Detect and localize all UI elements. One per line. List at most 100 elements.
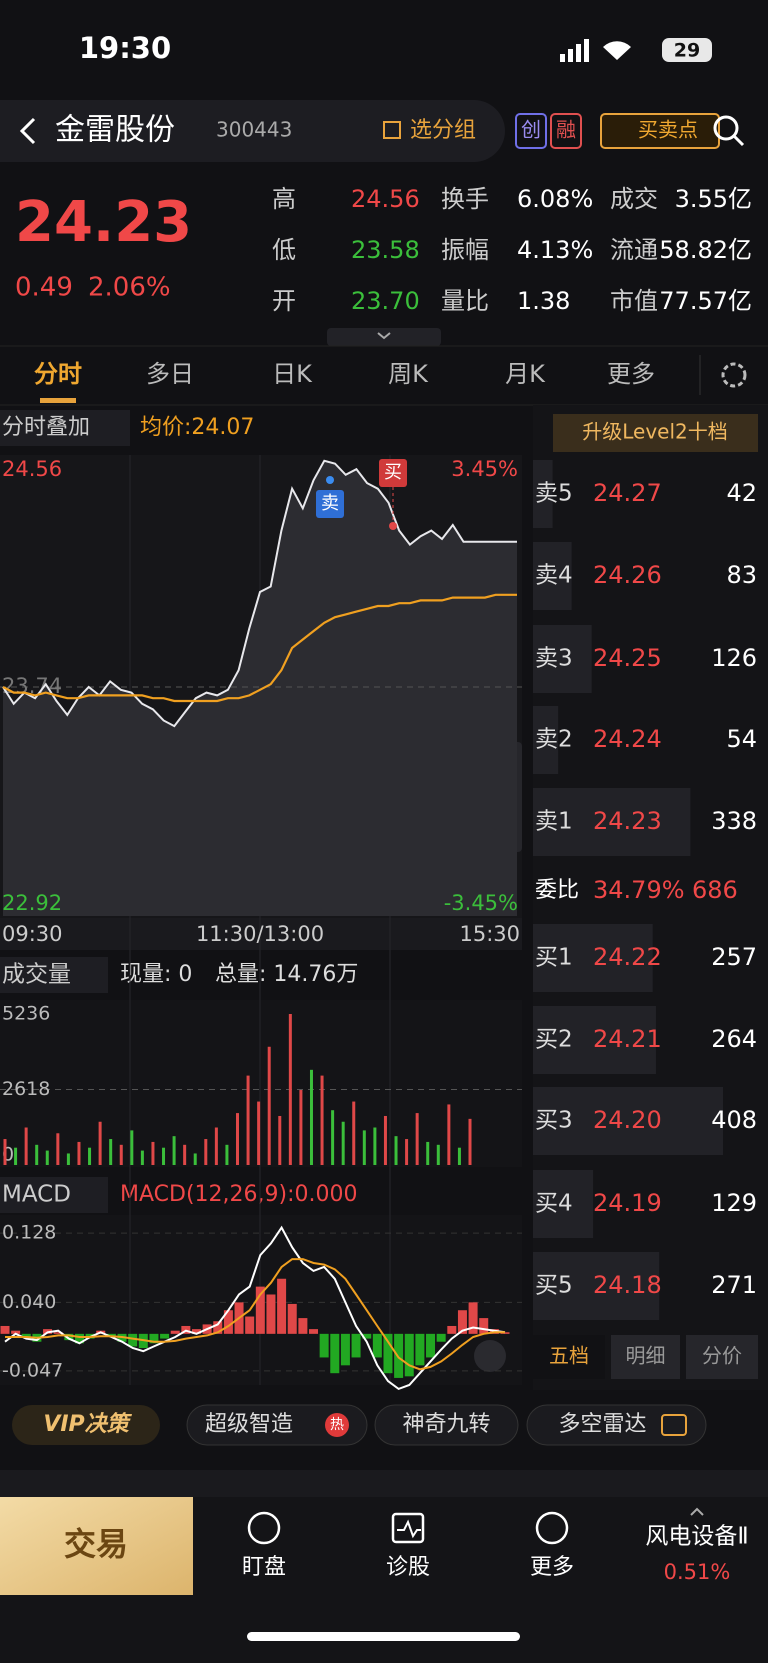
- macd-bar: [468, 1302, 478, 1334]
- badge: 创: [521, 118, 541, 142]
- macd-bar: [340, 1333, 350, 1366]
- back-button[interactable]: [19, 117, 36, 145]
- overlay-button[interactable]: 分时叠加: [2, 415, 90, 440]
- macd-bar: [53, 1332, 63, 1334]
- nav-item[interactable]: 更多: [530, 1555, 574, 1580]
- nav-item[interactable]: 诊股: [386, 1555, 430, 1580]
- volume-bar: [193, 1153, 197, 1165]
- tool-button[interactable]: 超级智造: [205, 1412, 293, 1437]
- dif-line: [4, 1225, 506, 1391]
- stat-label: 高: [272, 185, 296, 213]
- macd-bar: [277, 1278, 287, 1334]
- detail-tab-box[interactable]: [686, 1335, 758, 1379]
- volume-menu-box[interactable]: [0, 957, 108, 993]
- level-volume: 271: [711, 1271, 757, 1299]
- tab-underline: [40, 398, 76, 403]
- stat-value: 23.58: [351, 236, 420, 264]
- overlay-button-box[interactable]: [0, 410, 130, 446]
- detail-tab[interactable]: 分价: [702, 1344, 742, 1368]
- detail-tab-box[interactable]: [611, 1335, 680, 1379]
- trade-button[interactable]: 交易: [64, 1525, 128, 1563]
- ticker-strip: [0, 1470, 768, 1497]
- volume-bar: [331, 1110, 335, 1165]
- detail-tab-box[interactable]: [533, 1335, 605, 1379]
- level-label: 卖5: [535, 481, 573, 507]
- level2-button[interactable]: 升级Level2十档: [582, 420, 728, 444]
- sector-expand: [690, 1507, 704, 1516]
- stat-label: 换手: [441, 185, 489, 213]
- volume-bar: [183, 1144, 187, 1165]
- depth-bar: [533, 1170, 594, 1238]
- tool-button-box[interactable]: [526, 1404, 707, 1446]
- volume-bar: [236, 1113, 239, 1165]
- tool-button[interactable]: 多空雷达: [558, 1412, 646, 1437]
- stat-value: 58.82亿: [659, 236, 752, 264]
- period-tab[interactable]: 多日: [146, 360, 194, 388]
- volume-bar: [309, 1069, 313, 1165]
- price-change-pct: 2.06%: [88, 273, 171, 303]
- group-icon: [383, 121, 401, 139]
- depth-bar: [533, 788, 691, 856]
- volume-title[interactable]: 成交量: [2, 962, 71, 988]
- period-tab[interactable]: 分时: [34, 360, 82, 388]
- stock-name: 金雷股份: [55, 113, 175, 148]
- volume-bar: [119, 1144, 123, 1165]
- y-tick-label: -0.047: [2, 1359, 63, 1381]
- search-button[interactable]: [713, 115, 739, 141]
- fullscreen-button[interactable]: [474, 1340, 506, 1372]
- expand-icon: [377, 332, 391, 340]
- level2-button-box[interactable]: [553, 414, 758, 452]
- stock-code: 300443: [216, 118, 292, 142]
- trade-button-box[interactable]: [0, 1497, 193, 1595]
- sector-change: 0.51%: [664, 1560, 731, 1584]
- group-button[interactable]: 选分组: [410, 118, 476, 143]
- detail-tab[interactable]: 明细: [626, 1344, 666, 1368]
- tool-button[interactable]: 神奇九转: [402, 1412, 490, 1437]
- period-tab[interactable]: 月K: [505, 360, 546, 388]
- volume-bar: [373, 1127, 377, 1165]
- more-icon: [535, 1511, 569, 1545]
- signal-icon: [560, 39, 589, 62]
- sell-marker: 卖: [321, 493, 339, 514]
- ratio-label: 委比: [535, 878, 579, 903]
- macd-bar: [415, 1333, 425, 1366]
- price-change: 0.49: [15, 273, 73, 303]
- battery-icon: [662, 38, 712, 62]
- signal-button-box[interactable]: [600, 113, 720, 149]
- diagnose-line: [397, 1519, 421, 1539]
- level-price: 24.18: [593, 1271, 662, 1299]
- pct-label: -3.45%: [444, 891, 518, 915]
- level-volume: 83: [726, 561, 757, 589]
- volume-bar: [225, 1144, 229, 1165]
- volume-bar: [278, 1115, 282, 1165]
- volume-bar: [214, 1127, 218, 1165]
- macd-bar: [319, 1333, 329, 1358]
- tool-button-box[interactable]: [374, 1404, 519, 1446]
- macd-menu-box[interactable]: [0, 1177, 108, 1213]
- vip-button-box[interactable]: [12, 1405, 160, 1445]
- y-tick-label: 2618: [2, 1078, 50, 1100]
- nav-item[interactable]: 盯盘: [242, 1555, 286, 1580]
- stat-label: 低: [272, 236, 296, 264]
- signal-button[interactable]: 买卖点: [638, 118, 698, 142]
- period-tab[interactable]: 日K: [272, 360, 313, 388]
- macd-bar: [191, 1329, 201, 1334]
- vip-button[interactable]: VIP决策: [43, 1411, 132, 1437]
- detail-tab[interactable]: 五档: [549, 1344, 589, 1368]
- y-tick-label: 24.56: [2, 457, 62, 481]
- volume-bar: [204, 1139, 208, 1165]
- y-tick-label: 5236: [2, 1003, 50, 1025]
- stat-value: 4.13%: [517, 236, 593, 264]
- macd-bar: [160, 1333, 170, 1339]
- depth-bar: [533, 706, 559, 774]
- hot-badge-bg: [325, 1413, 349, 1437]
- macd-bar: [372, 1333, 382, 1358]
- settings-button[interactable]: [721, 362, 747, 388]
- depth-bar: [533, 1252, 660, 1320]
- macd-title[interactable]: MACD: [2, 1182, 71, 1208]
- sector-name[interactable]: 风电设备Ⅱ: [645, 1524, 748, 1550]
- tool-button-box[interactable]: [186, 1404, 368, 1446]
- period-tab[interactable]: 周K: [388, 360, 429, 388]
- period-tab[interactable]: 更多: [607, 360, 655, 388]
